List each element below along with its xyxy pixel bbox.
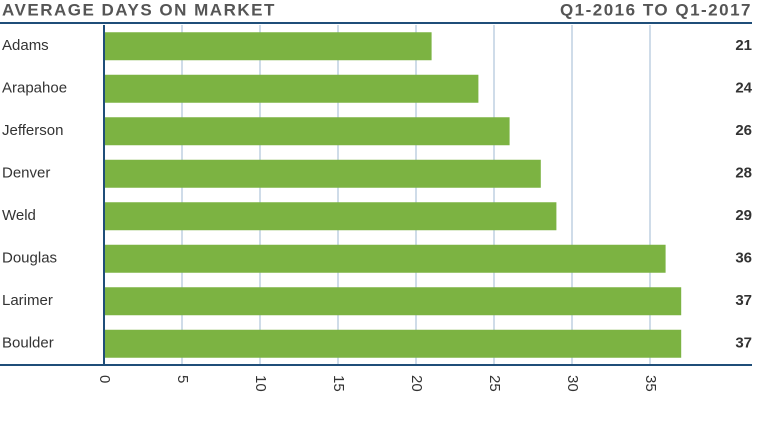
value-label: 37 [735,292,752,309]
y-tick-label: Larimer [2,292,53,309]
x-tick-label: 10 [252,375,269,392]
x-tick-label: 35 [642,375,659,392]
x-tick-label: 0 [96,375,113,383]
y-tick-label: Weld [2,207,36,224]
value-label: 29 [735,207,752,224]
x-tick-label: 20 [408,375,425,392]
x-tick-label: 15 [330,375,347,392]
bar [104,32,432,61]
value-label: 21 [735,37,752,54]
y-tick-label: Denver [2,165,50,182]
bar [104,159,541,188]
bar [104,287,682,316]
value-label: 36 [735,250,752,267]
value-label: 37 [735,335,752,352]
bar [104,244,666,273]
chart-subtitle: Q1-2016 TO Q1-2017 [560,0,752,19]
y-tick-label: Douglas [2,250,57,267]
bar [104,74,479,103]
chart-title: AVERAGE DAYS ON MARKET [2,0,276,19]
bar [104,117,510,146]
x-tick-label: 25 [486,375,503,392]
bar [104,329,682,358]
y-tick-label: Jefferson [2,122,63,139]
value-label: 26 [735,122,752,139]
value-label: 24 [735,80,752,97]
y-tick-label: Arapahoe [2,80,67,97]
x-tick-label: 5 [174,375,191,383]
y-tick-label: Adams [2,37,49,54]
bar [104,202,557,231]
x-tick-label: 30 [564,375,581,392]
value-label: 28 [735,165,752,182]
y-tick-label: Boulder [2,335,54,352]
